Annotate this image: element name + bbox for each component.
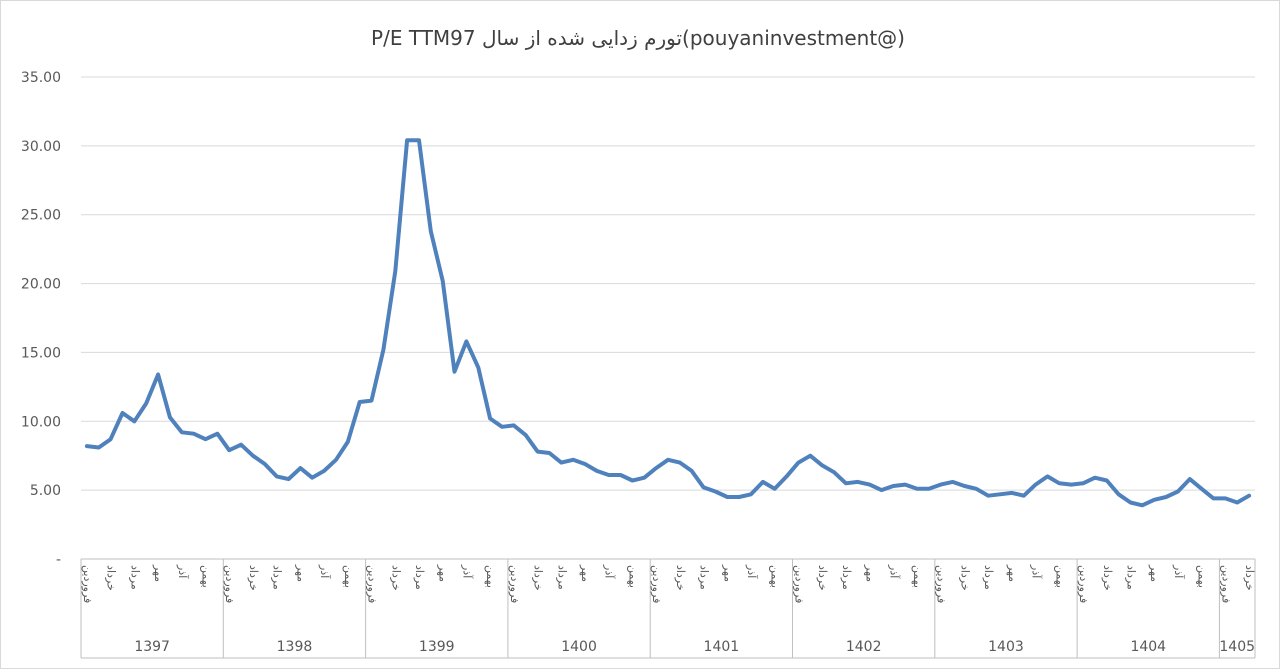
x-tick-label: آذر <box>176 564 190 579</box>
x-tick-label: مرداد <box>1125 565 1138 590</box>
x-tick-label: بهمن <box>1053 565 1066 588</box>
year-label: 1400 <box>561 639 597 655</box>
x-tick-label: مرداد <box>840 565 853 590</box>
x-tick-label: بهمن <box>626 565 639 588</box>
y-tick-label: 25.00 <box>21 208 61 224</box>
x-tick-label: مرداد <box>271 565 284 590</box>
x-tick-label: بهمن <box>769 565 782 588</box>
x-tick-label: فروردین <box>81 565 94 603</box>
y-tick-label: 15.00 <box>21 345 61 361</box>
x-tick-label: مهر <box>864 564 877 582</box>
x-tick-label: آذر <box>1172 564 1186 579</box>
x-tick-label: مهر <box>152 564 165 582</box>
x-tick-label: بهمن <box>1196 565 1209 588</box>
year-label: 1397 <box>134 639 170 655</box>
year-label: 1404 <box>1130 639 1166 655</box>
x-tick-label: خرداد <box>389 565 402 591</box>
x-tick-label: خرداد <box>816 565 829 591</box>
x-tick-label: خرداد <box>247 565 260 591</box>
x-tick-label: بهمن <box>200 565 213 588</box>
x-tick-label: فروردین <box>1219 565 1232 603</box>
year-label: 1401 <box>704 639 740 655</box>
x-tick-label: مرداد <box>413 565 426 590</box>
x-tick-label: خرداد <box>1101 565 1114 591</box>
x-tick-label: آذر <box>603 564 617 579</box>
x-tick-label: مهر <box>1148 564 1161 582</box>
x-tick-label: بهمن <box>911 565 924 588</box>
x-tick-label: فروردین <box>1077 565 1090 603</box>
x-tick-label: فروردین <box>366 565 379 603</box>
x-tick-label: بهمن <box>342 565 355 588</box>
x-tick-label: مرداد <box>555 565 568 590</box>
x-tick-label: بهمن <box>484 565 497 588</box>
x-tick-label: مرداد <box>698 565 711 590</box>
x-tick-label: آذر <box>745 564 759 579</box>
x-tick-label: فروردین <box>650 565 663 603</box>
x-tick-label: فروردین <box>223 565 236 603</box>
y-tick-label: 30.00 <box>21 139 61 155</box>
x-tick-label: خرداد <box>532 565 545 591</box>
year-label: 1399 <box>419 639 455 655</box>
x-tick-label: خرداد <box>1243 565 1256 591</box>
x-tick-label: مهر <box>721 564 734 582</box>
x-tick-label: آذر <box>318 564 332 579</box>
x-tick-label: مهر <box>437 564 450 582</box>
year-label: 1405 <box>1219 639 1255 655</box>
y-axis-ticks: - 5.00 10.00 15.00 20.00 25.00 30.00 35.00 <box>21 70 61 568</box>
year-label: 1403 <box>988 639 1024 655</box>
series-layer <box>84 138 1252 508</box>
x-tick-label: فروردین <box>508 565 521 603</box>
x-tick-label: مهر <box>579 564 592 582</box>
x-axis: 1397 فروردین خرداد مرداد مهر آذر بهمن 1398 فرورد… <box>80 558 1256 659</box>
x-tick-label: مرداد <box>982 565 995 590</box>
gridlines <box>81 76 1255 560</box>
year-label: 1398 <box>277 639 313 655</box>
x-tick-label: فروردین <box>792 565 805 603</box>
y-tick-label: - <box>56 552 61 568</box>
chart-title: P/E TTMتورم زدایی شده از سال 97(pouyanin… <box>371 26 905 50</box>
x-tick-label: خرداد <box>959 565 972 591</box>
x-tick-label: خرداد <box>674 565 687 591</box>
x-tick-label: فروردین <box>935 565 948 603</box>
x-tick-label: آذر <box>460 564 474 579</box>
x-tick-label: خرداد <box>105 565 118 591</box>
x-tick-label: آذر <box>1030 564 1044 579</box>
x-tick-label: مرداد <box>128 565 141 590</box>
y-tick-label: 35.00 <box>21 70 61 86</box>
y-tick-label: 5.00 <box>30 483 61 499</box>
x-tick-label: مهر <box>294 564 307 582</box>
x-tick-label: مهر <box>1006 564 1019 582</box>
year-label: 1402 <box>846 639 882 655</box>
series-line <box>84 138 1252 508</box>
y-tick-label: 10.00 <box>21 414 61 430</box>
x-tick-label: آذر <box>887 564 901 579</box>
y-tick-label: 20.00 <box>21 277 61 293</box>
